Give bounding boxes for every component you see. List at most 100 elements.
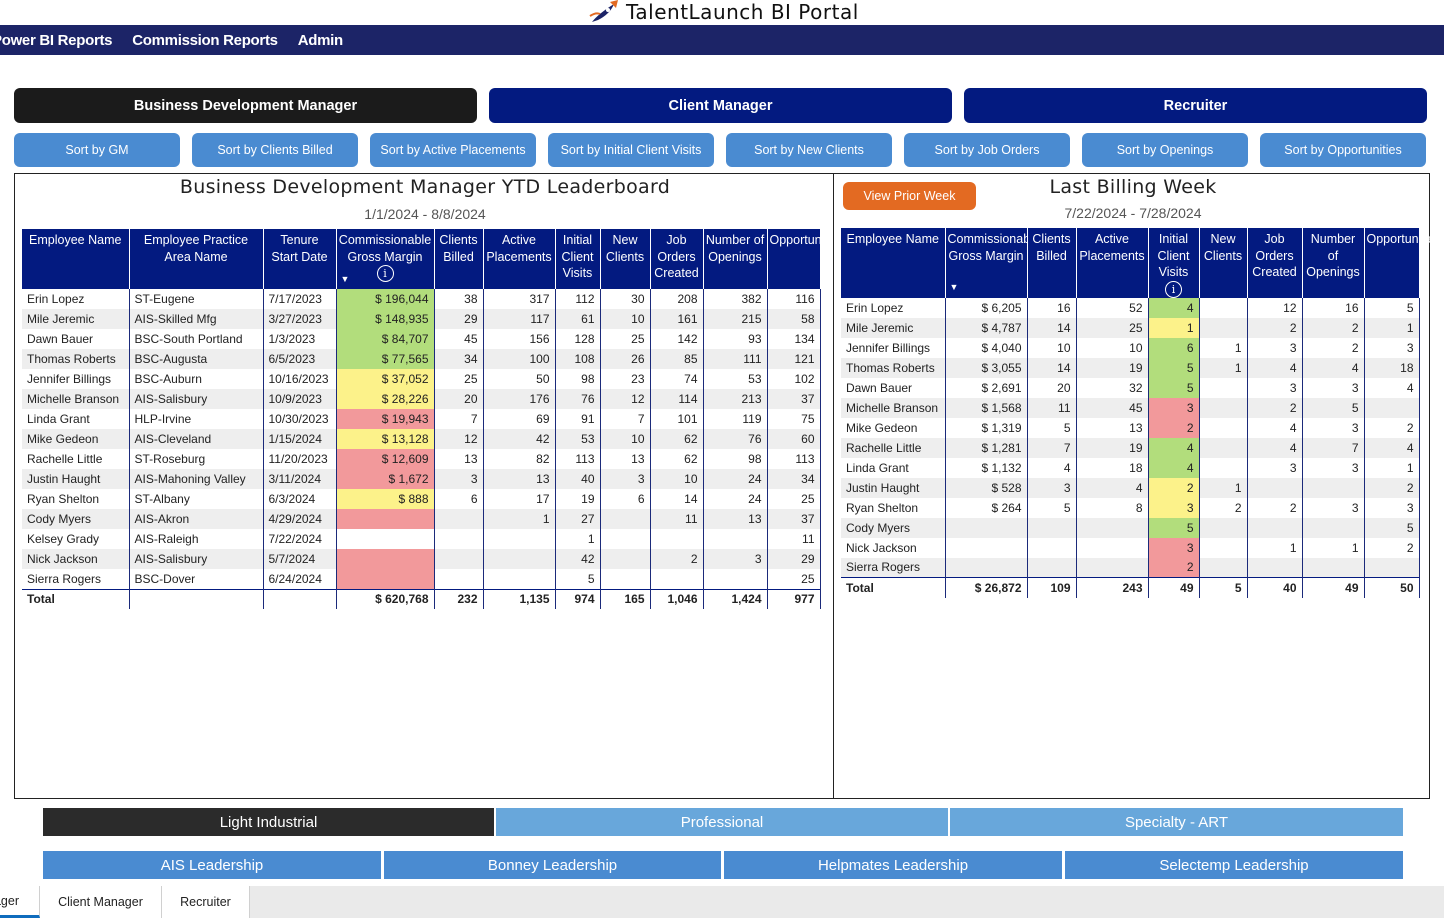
lw-header-8[interactable]: Opportunities (1364, 228, 1441, 298)
page-tab-recruiter[interactable]: Recruiter (162, 886, 250, 918)
bonney-leadership-button[interactable]: Bonney Leadership (384, 851, 721, 879)
selectemp-leadership-button[interactable]: Selectemp Leadership (1065, 851, 1403, 879)
table-cell: $ 77,565 (336, 349, 435, 369)
ytd-header-6[interactable]: Initial Client Visits (555, 229, 601, 289)
table-cell: 8 (1076, 497, 1149, 518)
lw-header-3[interactable]: Active Placements (1076, 228, 1149, 298)
page-tab-bdm[interactable]: Business Development Manager (0, 886, 40, 918)
lw-header-5[interactable]: New Clients (1199, 228, 1248, 298)
table-row[interactable]: Jennifer Billings BSC-Auburn 10/16/2023 $ 3… (22, 369, 821, 389)
table-row[interactable]: Sierra Rogers 2 (841, 557, 1420, 578)
table-row[interactable]: Erin Lopez ST-Eugene 7/17/2023 $ 196,044 38 3… (22, 289, 821, 309)
nav-power-bi-reports[interactable]: Power BI Reports (0, 31, 113, 49)
role-bdm-button[interactable]: Business Development Manager (14, 88, 477, 123)
table-row[interactable]: Justin Haught AIS-Mahoning Valley 3/11/202… (22, 469, 821, 489)
ytd-header-8[interactable]: Job Orders Created (650, 229, 704, 289)
table-row[interactable]: Nick Jackson 3 1 1 2 (841, 537, 1420, 558)
sort-by-gm-button[interactable]: Sort by GM (14, 133, 180, 167)
table-row[interactable]: Linda Grant HLP-Irvine 10/30/2023 $ 19,943 7… (22, 409, 821, 429)
table-cell: 1/15/2024 (263, 429, 337, 449)
table-row[interactable]: Ryan Shelton $ 264 5 8 3 2 2 3 3 (841, 497, 1420, 518)
role-recruiter-button[interactable]: Recruiter (964, 88, 1427, 123)
lw-header-4[interactable]: Initial Client Visits i (1148, 228, 1200, 298)
lw-header-6[interactable]: Job Orders Created (1247, 228, 1303, 298)
helpmates-leadership-button[interactable]: Helpmates Leadership (724, 851, 1062, 879)
nav-admin[interactable]: Admin (297, 31, 343, 49)
sort-by-new-clients-button[interactable]: Sort by New Clients (726, 133, 892, 167)
page-tab-client-manager[interactable]: Client Manager (40, 886, 162, 918)
table-cell: 53 (703, 369, 768, 389)
table-row[interactable]: Nick Jackson AIS-Salisbury 5/7/2024 42 2 3 29 (22, 549, 821, 569)
sort-by-job-orders-button[interactable]: Sort by Job Orders (904, 133, 1070, 167)
table-cell: 16 (1027, 297, 1077, 318)
table-cell: 100 (483, 349, 556, 369)
total-cell: 49 (1302, 577, 1365, 598)
info-icon[interactable]: i (376, 265, 394, 282)
table-row[interactable]: Rachelle Little ST-Roseburg 11/20/2023 $ 12… (22, 449, 821, 469)
total-cell: 232 (434, 588, 484, 609)
table-row[interactable]: Michelle Branson AIS-Salisbury 10/9/2023 $ … (22, 389, 821, 409)
ytd-header-5[interactable]: Active Placements (483, 229, 556, 289)
table-cell: 37 (767, 509, 821, 529)
lw-header-7[interactable]: Number of Openings (1302, 228, 1365, 298)
sort-by-opportunities-button[interactable]: Sort by Opportunities (1260, 133, 1426, 167)
ytd-header-1[interactable]: Employee Practice Area Name (129, 229, 264, 289)
total-cell: 5 (1199, 577, 1248, 598)
role-client-manager-button[interactable]: Client Manager (489, 88, 952, 123)
table-row[interactable]: Cody Myers AIS-Akron 4/29/2024 1 27 11 13 37 (22, 509, 821, 529)
table-row[interactable]: Thomas Roberts $ 3,055 14 19 5 1 4 4 18 (841, 357, 1420, 378)
table-cell: 40 (555, 469, 601, 489)
sort-by-clients-billed-button[interactable]: Sort by Clients Billed (192, 133, 358, 167)
table-row[interactable]: Ryan Shelton ST-Albany 6/3/2024 $ 888 6 17 19 6… (22, 489, 821, 509)
table-row[interactable]: Michelle Branson $ 1,568 11 45 3 2 5 (841, 397, 1420, 418)
info-icon[interactable]: i (1165, 280, 1182, 298)
table-cell (1247, 477, 1303, 498)
sort-by-initial-client-visits-button[interactable]: Sort by Initial Client Visits (548, 133, 714, 167)
table-row[interactable]: Mile Jeremic $ 4,787 14 25 1 2 2 1 (841, 317, 1420, 338)
lw-header-1[interactable]: Commissionable Gross Margin ▼ (945, 228, 1040, 298)
practice-tab-specialty-art[interactable]: Specialty - ART (950, 808, 1403, 836)
table-row[interactable]: Justin Haught $ 528 3 4 2 1 2 (841, 477, 1420, 498)
table-cell: Kelsey Grady (22, 529, 130, 549)
sort-by-active-placements-button[interactable]: Sort by Active Placements (370, 133, 536, 167)
table-row[interactable]: Linda Grant $ 1,132 4 18 4 3 3 1 (841, 457, 1420, 478)
table-row[interactable]: Erin Lopez $ 6,205 16 52 4 12 16 5 (841, 297, 1420, 318)
table-cell (650, 529, 704, 549)
ais-leadership-button[interactable]: AIS Leadership (43, 851, 381, 879)
table-row[interactable]: Kelsey Grady AIS-Raleigh 7/22/2024 1 11 (22, 529, 821, 549)
table-cell: Rachelle Little (22, 449, 130, 469)
ytd-header-2[interactable]: Tenure Start Date (263, 229, 337, 289)
table-row[interactable]: Dawn Bauer $ 2,691 20 32 5 3 3 4 (841, 377, 1420, 398)
practice-tab-professional[interactable]: Professional (496, 808, 948, 836)
table-cell: $ 196,044 (336, 289, 435, 309)
ytd-header-3[interactable]: Commissionable Gross Margin i ▼ (336, 229, 435, 289)
practice-tab-light-industrial[interactable]: Light Industrial (43, 808, 494, 836)
lw-header-2[interactable]: Clients Billed (1027, 228, 1077, 298)
view-prior-week-button[interactable]: View Prior Week (843, 182, 976, 210)
ytd-header-0[interactable]: Employee Name (22, 229, 130, 289)
table-row[interactable]: Dawn Bauer BSC-South Portland 1/3/2023 $ 84… (22, 329, 821, 349)
ytd-header-10[interactable]: Opportunities (767, 229, 844, 289)
table-cell: 20 (1027, 377, 1077, 398)
lw-header-0[interactable]: Employee Name (841, 228, 946, 298)
nav-commission-reports[interactable]: Commission Reports (132, 31, 278, 49)
table-row[interactable]: Sierra Rogers BSC-Dover 6/24/2024 5 25 (22, 569, 821, 589)
table-cell: 32 (1076, 377, 1149, 398)
table-row[interactable]: Rachelle Little $ 1,281 7 19 4 4 7 4 (841, 437, 1420, 458)
ytd-header-4[interactable]: Clients Billed (434, 229, 484, 289)
table-cell: 101 (650, 409, 704, 429)
table-cell: 7/22/2024 (263, 529, 337, 549)
ytd-header-7[interactable]: New Clients (600, 229, 651, 289)
table-row[interactable]: Thomas Roberts BSC-Augusta 6/5/2023 $ 77,56… (22, 349, 821, 369)
table-row[interactable]: Mile Jeremic AIS-Skilled Mfg 3/27/2023 $ 14… (22, 309, 821, 329)
sort-by-openings-button[interactable]: Sort by Openings (1082, 133, 1248, 167)
ytd-header-9[interactable]: Number of Openings (703, 229, 768, 289)
table-row[interactable]: Cody Myers 5 5 (841, 517, 1420, 538)
table-cell: BSC-Augusta (129, 349, 264, 369)
table-cell: 18 (1076, 457, 1149, 478)
table-cell: 4 (1302, 357, 1365, 378)
table-cell: 10 (650, 469, 704, 489)
table-row[interactable]: Mike Gedeon AIS-Cleveland 1/15/2024 $ 13,12… (22, 429, 821, 449)
table-row[interactable]: Jennifer Billings $ 4,040 10 10 6 1 3 2 3 (841, 337, 1420, 358)
table-row[interactable]: Mike Gedeon $ 1,319 5 13 2 4 3 2 (841, 417, 1420, 438)
